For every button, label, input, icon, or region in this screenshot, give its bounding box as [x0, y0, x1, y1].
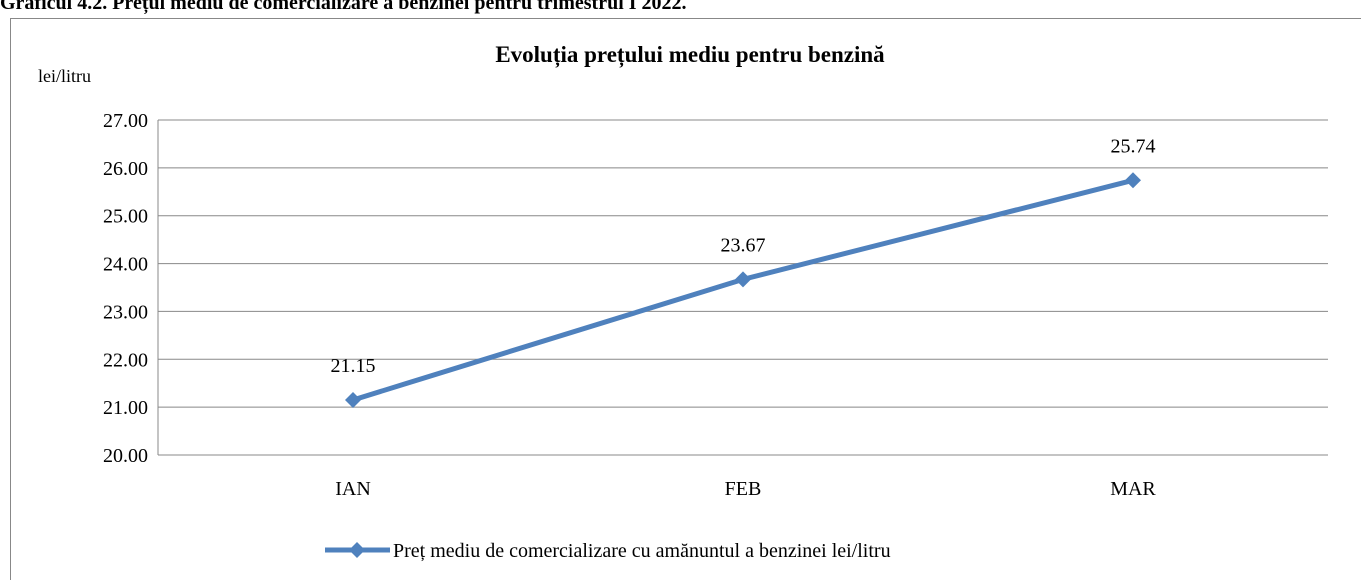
x-tick-label: IAN	[335, 478, 371, 500]
y-tick-label: 27.00	[103, 110, 148, 132]
y-tick-label: 23.00	[103, 301, 148, 323]
marker	[345, 391, 361, 408]
y-tick-label: 24.00	[103, 254, 148, 276]
data-label: 21.15	[331, 355, 376, 377]
data-label: 25.74	[1111, 135, 1156, 157]
chart-title: Evoluția prețului mediu pentru benzină	[495, 42, 885, 68]
y-tick-label: 22.00	[103, 349, 148, 371]
y-tick-label: 26.00	[103, 158, 148, 180]
x-tick-label: MAR	[1110, 478, 1156, 500]
x-tick-label: FEB	[725, 478, 762, 500]
marker	[735, 271, 751, 288]
legend-label: Preț mediu de comercializare cu amănuntu…	[393, 540, 891, 562]
marker	[1125, 172, 1141, 189]
y-tick-label: 21.00	[103, 397, 148, 419]
caption: Graficul 4.2. Prețul mediu de comerciali…	[0, 0, 687, 15]
y-axis-label: lei/litru	[38, 66, 91, 86]
y-tick-label: 25.00	[103, 206, 148, 228]
legend-marker	[349, 542, 365, 558]
y-tick-label: 20.00	[103, 445, 148, 467]
data-label: 23.67	[721, 234, 766, 256]
